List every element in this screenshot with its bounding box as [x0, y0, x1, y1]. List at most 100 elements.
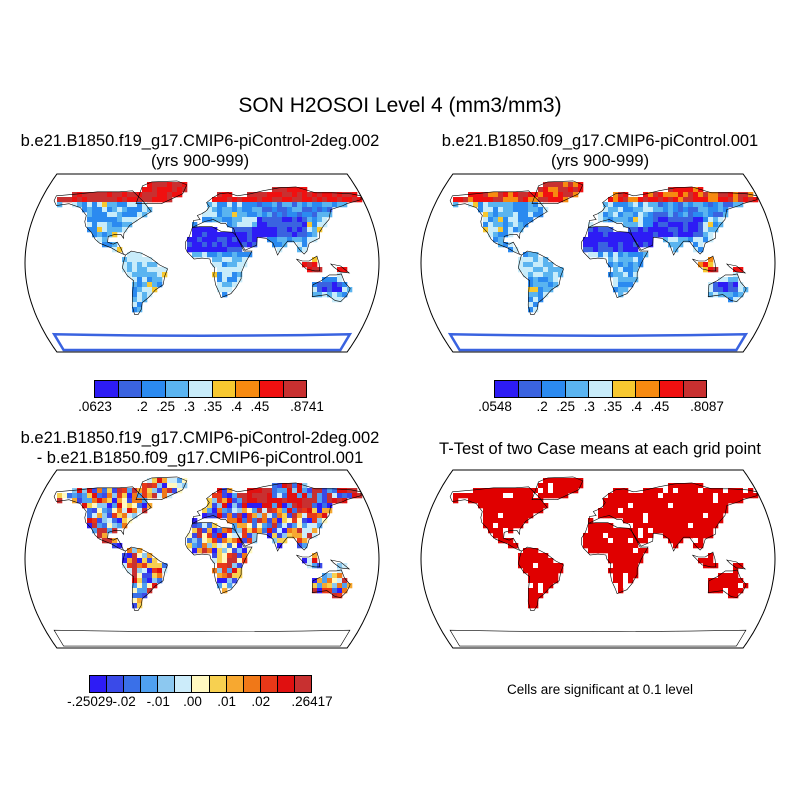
grid-cell — [503, 217, 509, 223]
grid-cell — [302, 212, 308, 218]
grid-cell — [97, 212, 103, 218]
grid-cell — [142, 192, 148, 198]
grid-cell — [608, 503, 614, 509]
grid-cell — [663, 503, 669, 509]
grid-cell — [172, 182, 178, 188]
grid-cell — [683, 212, 689, 218]
grid-cell — [628, 197, 634, 203]
grid-cell — [222, 528, 228, 534]
grid-cell — [77, 202, 83, 208]
grid-cell — [187, 237, 193, 243]
grid-cell — [112, 488, 118, 494]
grid-cell — [603, 528, 609, 534]
grid-cell — [237, 222, 243, 228]
grid-cell — [613, 548, 619, 554]
grid-cell — [102, 508, 108, 514]
grid-cell — [623, 503, 629, 509]
grid-cell — [658, 222, 664, 228]
grid-cell — [192, 533, 198, 539]
grid-cell — [247, 503, 253, 509]
grid-cell — [683, 222, 689, 228]
grid-cell — [127, 212, 133, 218]
grid-cell — [157, 187, 163, 193]
grid-cell — [122, 503, 128, 509]
grid-cell — [648, 242, 654, 248]
colorbar-swatch — [635, 380, 660, 398]
grid-cell — [227, 207, 233, 213]
grid-cell — [628, 533, 634, 539]
grid-cell — [302, 222, 308, 228]
grid-cell — [693, 237, 699, 243]
grid-cell — [242, 508, 248, 514]
grid-cell — [603, 533, 609, 539]
grid-cell — [217, 503, 223, 509]
grid-cell — [107, 503, 113, 509]
grid-cell — [212, 508, 218, 514]
grid-cell — [167, 187, 173, 193]
grid-cell — [553, 182, 559, 188]
grid-cell — [663, 217, 669, 223]
grid-cell — [613, 583, 619, 589]
grid-cell — [608, 262, 614, 268]
grid-cell — [117, 498, 123, 504]
grid-cell — [618, 242, 624, 248]
grid-cell — [107, 498, 113, 504]
grid-cell — [628, 548, 634, 554]
coastline — [707, 569, 747, 598]
grid-cell — [307, 518, 313, 524]
grid-cell — [668, 237, 674, 243]
grid-cell — [262, 518, 268, 524]
grid-cell — [508, 498, 514, 504]
grid-cell — [342, 578, 348, 584]
grid-cell — [608, 217, 614, 223]
grid-cell — [603, 538, 609, 544]
grid-cell — [553, 192, 559, 198]
grid-cell — [553, 267, 559, 273]
grid-cell — [127, 252, 133, 258]
grid-cell — [668, 212, 674, 218]
grid-cell — [698, 538, 704, 544]
grid-cell — [332, 277, 338, 283]
coastline — [329, 263, 351, 274]
grid-cell — [92, 493, 98, 499]
grid-cell — [548, 287, 554, 293]
grid-cell — [147, 277, 153, 283]
grid-cell — [718, 197, 724, 203]
grid-cell — [643, 207, 649, 213]
grid-cell — [187, 242, 193, 248]
grid-cell — [57, 493, 63, 499]
grid-cell — [202, 217, 208, 223]
grid-cell — [142, 187, 148, 193]
grid-cell — [708, 488, 714, 494]
grid-cell — [312, 508, 318, 514]
grid-cell — [97, 533, 103, 539]
grid-cell — [257, 498, 263, 504]
grid-cell — [132, 252, 138, 258]
grid-cell — [643, 222, 649, 228]
grid-cell — [528, 297, 534, 303]
grid-cell — [292, 483, 298, 489]
grid-cell — [678, 212, 684, 218]
grid-cell — [483, 212, 489, 218]
grid-cell — [177, 187, 183, 193]
grid-cell — [302, 232, 308, 238]
grid-cell — [508, 538, 514, 544]
grid-cell — [232, 272, 238, 278]
grid-cell — [473, 493, 479, 499]
grid-cell — [262, 217, 268, 223]
grid-cell — [503, 202, 509, 208]
grid-cell — [132, 302, 138, 308]
coastline — [53, 486, 152, 552]
grid-cell — [132, 578, 138, 584]
grid-cell — [112, 503, 118, 509]
grid-cell — [152, 488, 158, 494]
grid-cell — [618, 282, 624, 288]
grid-cell — [623, 578, 629, 584]
grid-cell — [613, 498, 619, 504]
grid-cell — [543, 563, 549, 569]
grid-cell — [593, 548, 599, 554]
grid-cell — [523, 568, 529, 574]
grid-cell — [623, 272, 629, 278]
grid-cell — [598, 237, 604, 243]
grid-cell — [738, 267, 744, 273]
